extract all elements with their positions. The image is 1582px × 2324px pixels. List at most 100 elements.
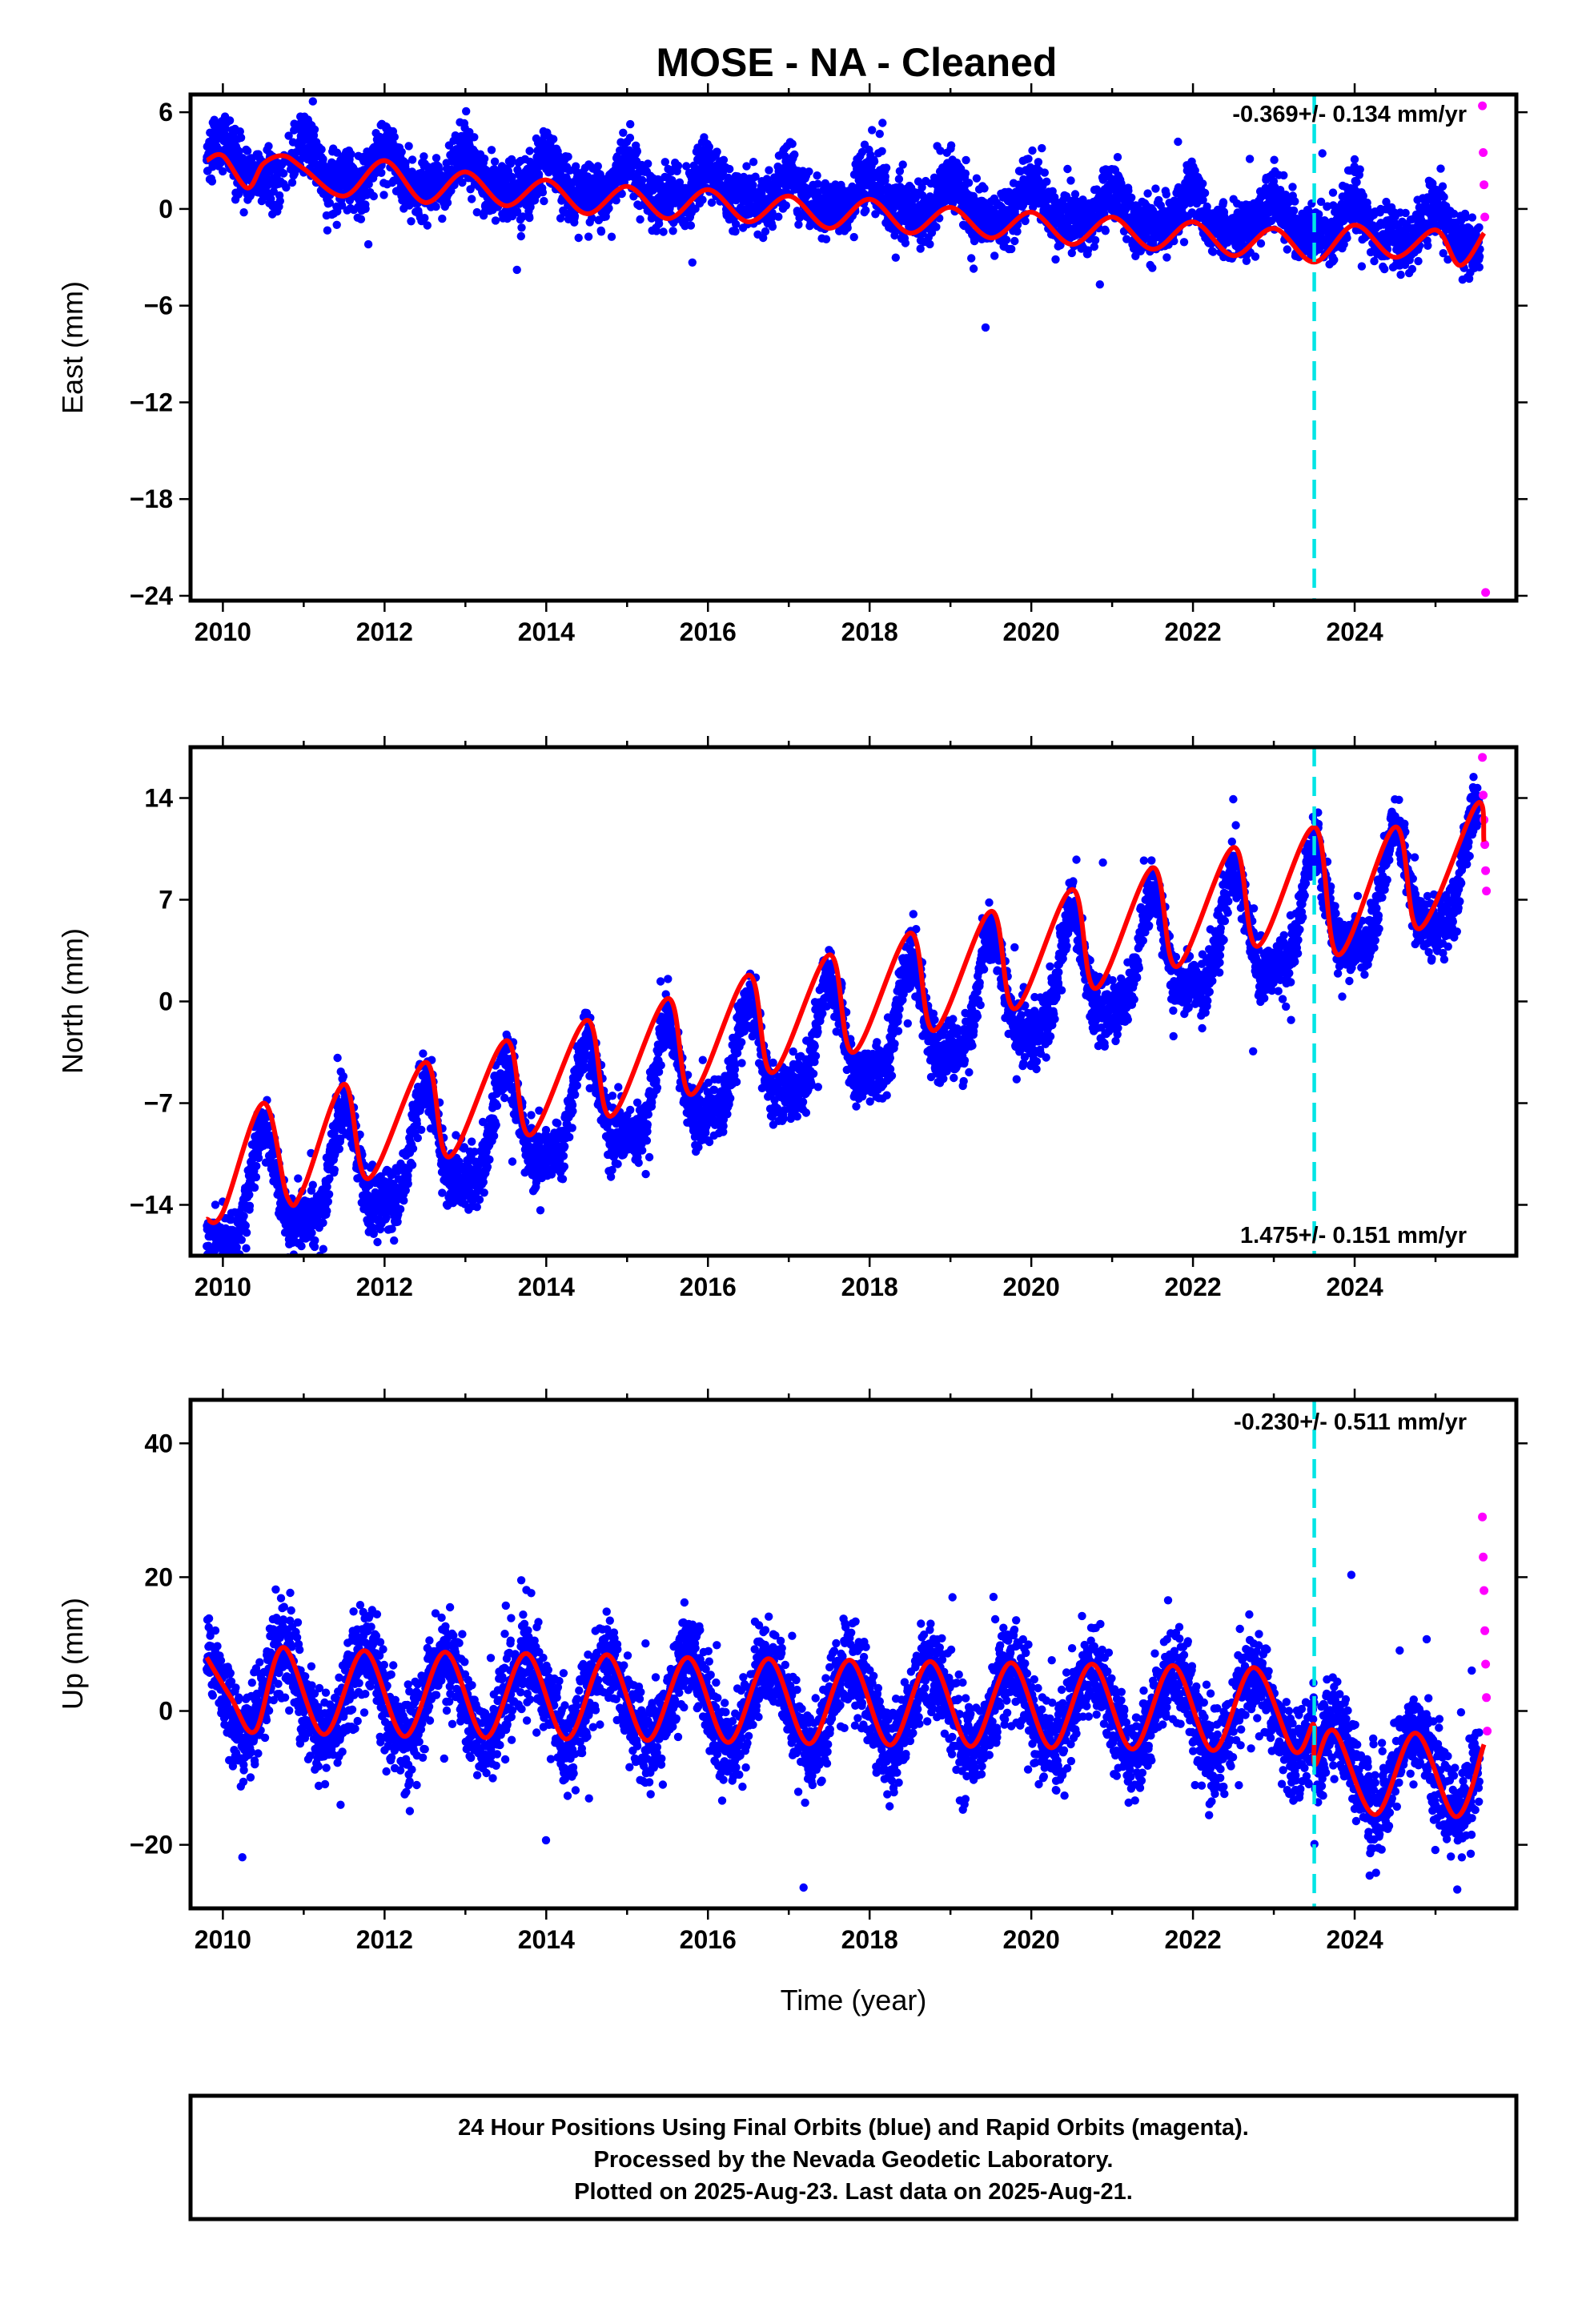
data-point <box>1063 164 1072 174</box>
data-point <box>408 155 417 164</box>
data-point <box>369 191 378 201</box>
data-point <box>1174 137 1182 147</box>
data-point <box>719 155 729 164</box>
data-point <box>472 207 481 217</box>
y-tick-label: −6 <box>144 292 173 320</box>
data-point <box>821 235 831 243</box>
data-point <box>401 159 410 167</box>
data-point <box>751 172 760 181</box>
data-point <box>632 147 641 156</box>
data-point <box>969 264 978 273</box>
data-point <box>420 152 428 161</box>
data-point <box>898 160 907 169</box>
x-tick-label: 2012 <box>356 617 413 646</box>
data-point <box>279 169 288 178</box>
data-point <box>356 215 366 223</box>
rapid-point <box>1481 588 1491 597</box>
data-point <box>682 162 691 171</box>
data-point <box>487 146 496 155</box>
data-point <box>788 139 797 148</box>
data-point <box>1067 248 1077 258</box>
data-point <box>1090 235 1100 245</box>
data-point <box>626 119 635 129</box>
model-fit-line <box>205 151 1487 268</box>
data-point <box>264 142 273 151</box>
data-point <box>932 223 941 231</box>
y-tick-label: 0 <box>159 195 173 223</box>
data-point <box>282 183 291 192</box>
data-point <box>290 169 299 178</box>
data-point <box>843 223 852 232</box>
data-point <box>878 119 887 127</box>
data-point <box>540 196 548 206</box>
data-point <box>1339 239 1348 249</box>
data-point <box>1352 178 1361 187</box>
data-point <box>420 214 429 223</box>
data-layer <box>203 94 1491 601</box>
data-point <box>980 184 989 193</box>
data-point <box>619 128 628 137</box>
data-point <box>1024 155 1033 163</box>
data-point <box>1200 188 1210 198</box>
data-point <box>1436 164 1445 173</box>
panel-east: 60−6−12−18−24 2010 2012 2014 2016 2018 2020 20… <box>56 83 1528 646</box>
data-point <box>275 196 284 206</box>
data-point <box>516 231 525 241</box>
data-point <box>397 147 406 156</box>
data-point <box>379 191 388 199</box>
data-point <box>219 167 227 176</box>
data-point <box>243 147 252 155</box>
rapid-point <box>1478 101 1488 111</box>
data-point <box>1304 207 1313 215</box>
data-point <box>1407 264 1417 274</box>
data-point <box>659 227 668 236</box>
data-point <box>1396 270 1405 279</box>
data-point <box>491 216 500 225</box>
data-point <box>377 168 386 177</box>
data-point <box>894 175 904 183</box>
data-point <box>390 132 399 142</box>
data-point <box>654 219 664 228</box>
data-point <box>1449 209 1459 219</box>
data-point <box>554 151 564 160</box>
data-point <box>584 232 593 241</box>
data-point <box>749 158 758 167</box>
data-point <box>707 198 717 207</box>
data-point <box>1443 255 1452 264</box>
data-point <box>480 155 489 163</box>
data-point <box>287 178 297 187</box>
data-point <box>661 158 669 167</box>
data-point <box>1007 244 1016 254</box>
data-point <box>1289 206 1299 215</box>
data-point <box>1475 252 1484 261</box>
data-point <box>507 155 516 164</box>
data-point <box>742 162 751 171</box>
data-point <box>686 221 696 230</box>
data-point <box>308 97 317 106</box>
data-point <box>688 258 697 267</box>
data-point <box>636 215 644 224</box>
data-point <box>319 155 327 163</box>
data-point <box>1066 176 1075 185</box>
data-point <box>317 145 326 154</box>
data-point <box>868 126 877 135</box>
data-point <box>1021 216 1030 226</box>
data-point <box>1350 155 1359 164</box>
data-point <box>617 189 626 199</box>
data-point <box>565 166 575 175</box>
data-point <box>781 201 790 210</box>
data-point <box>765 166 773 175</box>
x-tick-label: 2010 <box>195 617 251 646</box>
data-point <box>1439 192 1448 202</box>
data-point <box>1288 183 1297 191</box>
data-point <box>705 143 713 151</box>
data-point <box>1162 253 1171 262</box>
y-ticks-east: 60−6−12−18−24 <box>130 98 1528 610</box>
data-point <box>1316 197 1326 207</box>
data-point <box>604 203 613 213</box>
data-point <box>1219 198 1228 207</box>
data-point <box>517 223 526 232</box>
data-point <box>916 244 925 253</box>
data-point <box>1251 252 1260 261</box>
data-point <box>607 232 616 241</box>
